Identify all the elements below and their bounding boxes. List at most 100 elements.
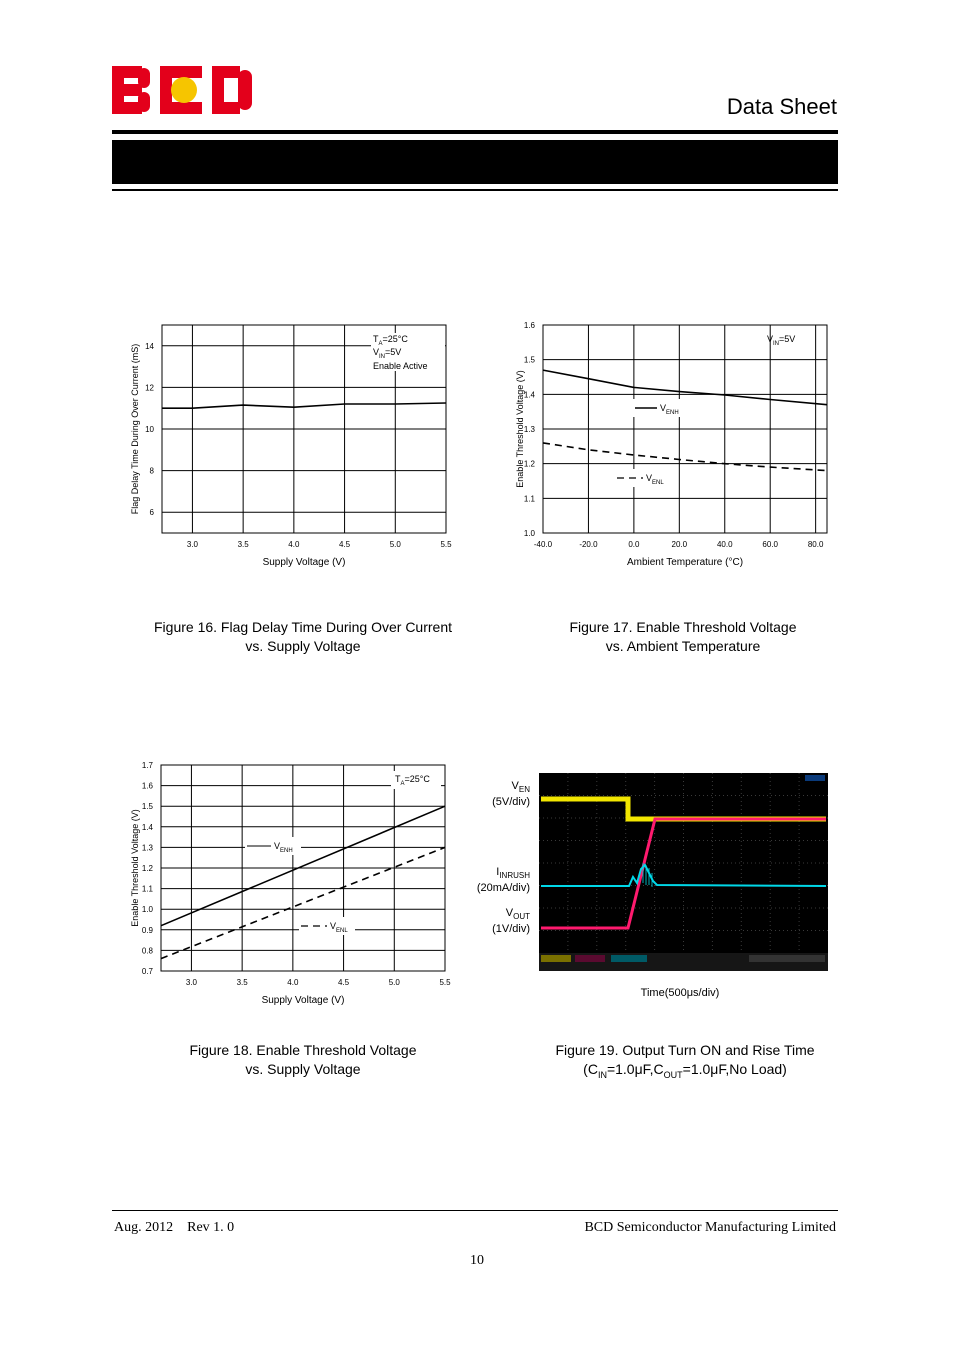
y-tick-label: 1.1 [142, 885, 154, 894]
caption-line: Figure 17. Enable Threshold Voltage [569, 619, 797, 635]
caption-part: =1.0μF,No Load) [682, 1061, 787, 1077]
x-tick-label: 5.0 [390, 540, 402, 549]
annotation-background [371, 333, 445, 371]
annotation-vin: VIN=5V [767, 334, 795, 347]
ch3-indicator [611, 955, 647, 962]
legend-label-venl: VENL [646, 473, 664, 486]
x-tick-label: 3.0 [187, 540, 199, 549]
figure-18-caption: Figure 18. Enable Threshold Voltage vs. … [120, 1041, 486, 1079]
y-tick-label: 0.7 [142, 967, 154, 976]
x-tick-label: 80.0 [808, 540, 824, 549]
figure-16-caption: Figure 16. Flag Delay Time During Over C… [120, 618, 486, 656]
header-rule-lower [112, 189, 838, 191]
ven-scale: (5V/div) [492, 796, 530, 809]
vout-trace [541, 817, 826, 930]
y-tick-label: 1.5 [142, 802, 154, 811]
chart-enable-threshold-vs-temperature: -40.0 -20.0 0.0 20.0 40.0 60.0 80.0 1.0 1.1 1.2 1.… [515, 321, 828, 568]
section-band [112, 140, 838, 184]
caption-line: Figure 19. Output Turn ON and Rise Time [555, 1042, 815, 1058]
y-tick-label: 1.0 [524, 529, 536, 538]
ven-channel-label: VEN (5V/div) [462, 780, 530, 809]
figure-19-caption: Figure 19. Output Turn ON and Rise Time … [502, 1041, 868, 1085]
x-tick-label: 4.5 [338, 978, 350, 987]
footer-rule [112, 1210, 838, 1211]
iinrush-subscript: INRUSH [499, 871, 530, 881]
x-tick-label: -40.0 [534, 540, 553, 549]
y-tick-label: 1.6 [524, 321, 536, 330]
x-tick-label: 4.0 [287, 978, 299, 987]
y-tick-label: 1.3 [142, 843, 154, 852]
caption-part: (C [583, 1061, 598, 1077]
caption-line: Figure 18. Enable Threshold Voltage [189, 1042, 417, 1058]
y-tick-label: 14 [145, 342, 154, 351]
y-tick-label: 1.7 [142, 761, 154, 770]
x-tick-label: -20.0 [579, 540, 598, 549]
ch1-indicator [541, 955, 571, 962]
caption-line: Figure 16. Flag Delay Time During Over C… [154, 619, 452, 635]
document-type: Data Sheet [726, 94, 837, 119]
iinrush-scale: (20mA/div) [476, 882, 530, 895]
y-tick-label: 6 [150, 508, 155, 517]
x-tick-label: 5.0 [389, 978, 401, 987]
x-axis-label: Supply Voltage (V) [262, 995, 345, 1006]
iinrush-channel-label: IINRUSH (20mA/div) [462, 866, 530, 895]
caption-line: (CIN=1.0μF,COUT=1.0μF,No Load) [502, 1060, 868, 1085]
series-line-venh [160, 805, 446, 927]
series-line-venl [542, 442, 828, 472]
vout-subscript: OUT [513, 912, 530, 922]
oscilloscope-screenshot [539, 773, 828, 971]
caption-line: vs. Supply Voltage [245, 1061, 361, 1077]
x-tick-label: 5.5 [440, 540, 452, 549]
caption-part: =1.0μF,C [606, 1061, 664, 1077]
x-tick-label: 20.0 [672, 540, 688, 549]
vout-scale: (1V/div) [492, 923, 530, 936]
x-tick-label: 40.0 [717, 540, 733, 549]
trigger-indicator [805, 775, 825, 781]
annotation-enable-active: Enable Active [373, 361, 428, 371]
ch2-indicator [575, 955, 605, 962]
page-number: 10 [470, 1253, 484, 1268]
annotation-temperature: TA=25°C [395, 774, 430, 787]
y-tick-label: 1.4 [142, 823, 154, 832]
y-axis-label: Enable Threshold Voltage (V) [130, 809, 140, 926]
legend-label-venh: VENH [274, 841, 293, 854]
scope-time-label: Time(500μs/div) [640, 987, 720, 999]
series-line-venl [160, 846, 446, 960]
x-tick-label: 0.0 [628, 540, 640, 549]
annotation-temperature: TA=25°C [373, 334, 408, 347]
caption-line: vs. Ambient Temperature [605, 638, 761, 654]
y-tick-label: 1.4 [524, 390, 536, 399]
y-tick-label: 1.3 [524, 425, 536, 434]
ven-subscript: EN [518, 785, 530, 795]
y-tick-label: 1.2 [142, 864, 154, 873]
y-tick-label: 1.2 [524, 460, 536, 469]
y-tick-label: 10 [145, 425, 154, 434]
vout-symbol: V [505, 907, 514, 919]
annotation-background [391, 771, 441, 789]
chart-enable-threshold-vs-supply: 3.0 3.5 4.0 4.5 5.0 5.5 0.7 0.8 0.9 1.0 1.1 1.2 1.3 1… [130, 761, 451, 1006]
x-tick-label: 4.5 [339, 540, 351, 549]
y-tick-label: 0.9 [142, 926, 154, 935]
x-tick-label: 3.0 [186, 978, 198, 987]
x-axis-label: Ambient Temperature (°C) [627, 557, 743, 568]
figure-17-caption: Figure 17. Enable Threshold Voltage vs. … [500, 618, 866, 656]
vout-channel-label: VOUT (1V/div) [462, 907, 530, 936]
y-tick-label: 12 [145, 383, 154, 392]
y-tick-label: 0.8 [142, 946, 154, 955]
legend-background [245, 837, 301, 855]
x-tick-label: 4.0 [288, 540, 300, 549]
x-tick-label: 60.0 [762, 540, 778, 549]
y-tick-label: 1.6 [142, 782, 154, 791]
iinrush-noise [642, 863, 653, 887]
series-line-venh [542, 369, 828, 406]
caption-subscript: IN [597, 1069, 607, 1080]
y-axis-label: Flag Delay Time During Over Current (mS) [130, 344, 140, 515]
y-tick-label: 1.1 [524, 494, 536, 503]
caption-subscript: OUT [663, 1069, 683, 1080]
header-rule [112, 130, 838, 134]
bcd-logo [112, 66, 252, 114]
y-axis-label: Enable Threshold Voltage (V) [515, 370, 525, 487]
series-line [162, 402, 447, 409]
timebase-indicator [749, 955, 825, 962]
legend-label-venh: VENH [660, 403, 679, 416]
